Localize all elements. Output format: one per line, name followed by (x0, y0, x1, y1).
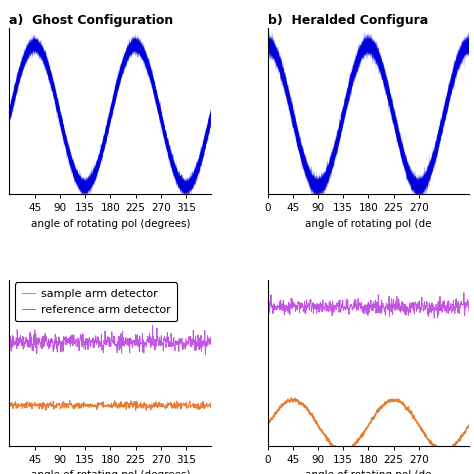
Text: b)  Heralded Configura: b) Heralded Configura (268, 14, 428, 27)
X-axis label: angle of rotating pol (de: angle of rotating pol (de (305, 219, 432, 228)
Legend: sample arm detector, reference arm detector: sample arm detector, reference arm detec… (15, 283, 177, 321)
X-axis label: angle of rotating pol (degrees): angle of rotating pol (degrees) (30, 219, 190, 228)
Text: a)  Ghost Configuration: a) Ghost Configuration (9, 14, 174, 27)
X-axis label: angle of rotating pol (degrees): angle of rotating pol (degrees) (30, 470, 190, 474)
X-axis label: angle of rotating pol (de: angle of rotating pol (de (305, 470, 432, 474)
